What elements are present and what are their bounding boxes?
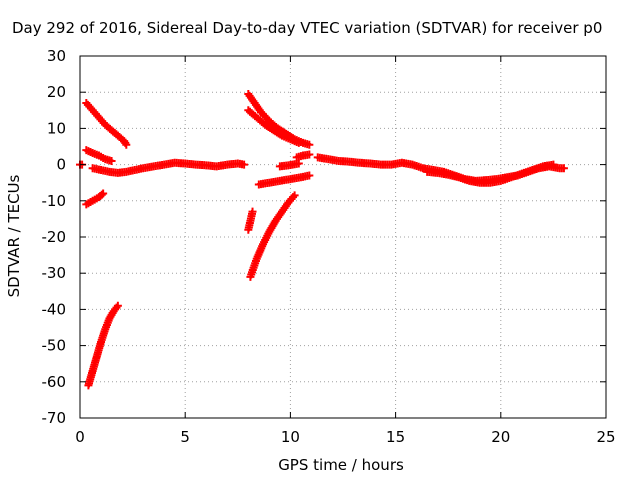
data-point [290, 191, 299, 200]
y-axis-label: SDTVAR / TECUs [5, 174, 23, 297]
data-point [305, 171, 314, 180]
data-series [82, 189, 108, 209]
data-series [244, 106, 303, 147]
grid [80, 56, 606, 418]
data-point [549, 160, 558, 169]
x-tick-label: 25 [596, 428, 615, 446]
data-series [244, 207, 257, 234]
data-point [248, 207, 257, 216]
y-tick-label: 20 [47, 83, 66, 101]
y-tick-label: -10 [42, 192, 67, 210]
x-tick-label: 15 [386, 428, 405, 446]
y-tick-label: -60 [42, 373, 67, 391]
data-point [305, 140, 314, 149]
data-point [99, 189, 108, 198]
x-tick-label: 0 [75, 428, 85, 446]
data-point [305, 150, 314, 159]
x-tick-label: 5 [180, 428, 190, 446]
x-tick-label: 20 [491, 428, 510, 446]
data-series [423, 160, 558, 187]
data-series [82, 99, 131, 149]
y-tick-label: -30 [42, 264, 67, 282]
data-point [107, 156, 116, 165]
data-series [88, 158, 249, 177]
y-tick-label: 10 [47, 119, 66, 137]
y-tick-label: -50 [42, 337, 67, 355]
data-series [84, 301, 122, 390]
data-point [113, 301, 122, 310]
data-point [294, 138, 303, 147]
y-tick-label: 30 [47, 47, 66, 65]
data-point [294, 159, 303, 168]
data-points [76, 90, 568, 390]
y-tick-label: -40 [42, 300, 67, 318]
data-series [275, 159, 303, 171]
data-point [122, 140, 131, 149]
y-tick-label: -20 [42, 228, 67, 246]
data-point [559, 164, 568, 173]
x-axis-label: GPS time / hours [278, 456, 404, 474]
chart-title: Day 292 of 2016, Sidereal Day-to-day VTE… [12, 19, 602, 37]
data-series [246, 191, 299, 281]
data-point [97, 190, 106, 199]
x-tick-label: 10 [281, 428, 300, 446]
y-tick-label: -70 [42, 409, 67, 427]
ticks: 0 5 10 15 20 25 30 20 10 0 -10 -20 -30 -40 -50 -60 -70 [42, 47, 616, 446]
y-tick-label: 0 [56, 156, 66, 174]
data-series [292, 150, 314, 162]
data-point [240, 160, 249, 169]
data-series [313, 153, 568, 185]
data-series [82, 146, 116, 165]
data-series [254, 171, 314, 189]
